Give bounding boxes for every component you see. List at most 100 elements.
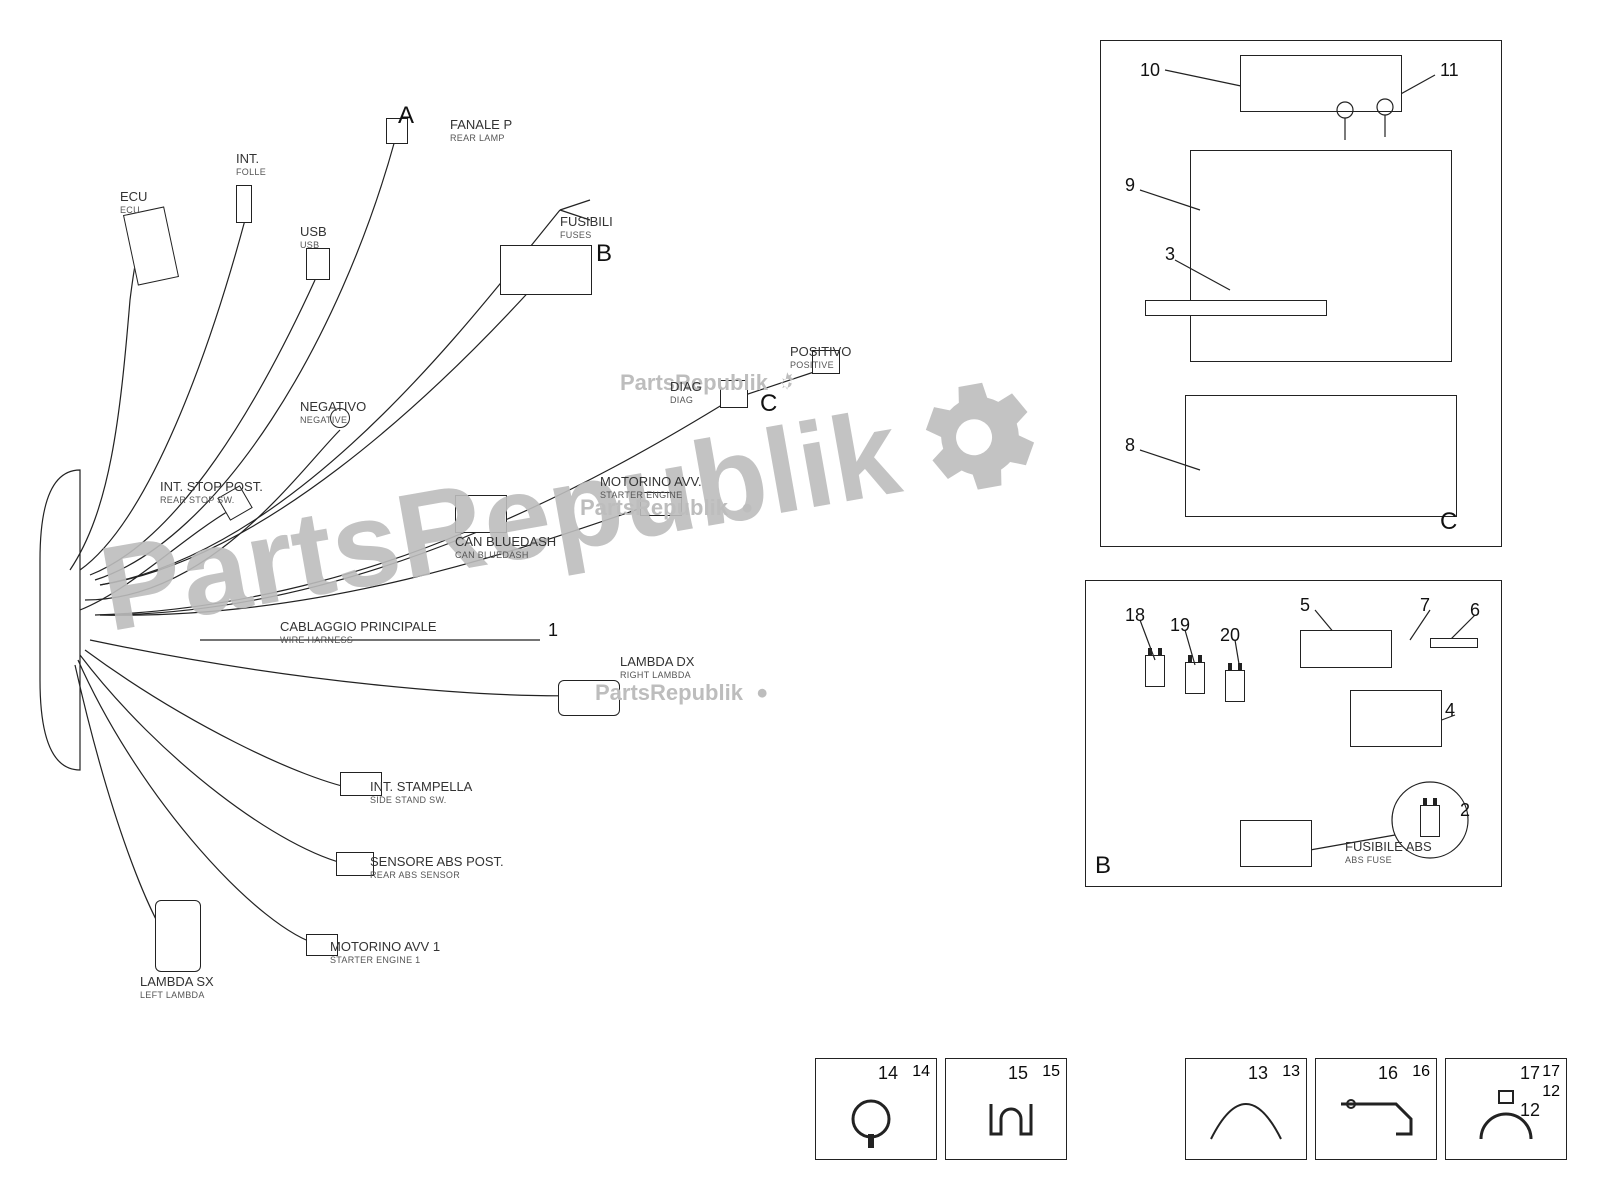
label-negativo-sub: NEGATIVE [300, 415, 366, 425]
label-int_stop: INT. STOP POST.REAR STOP SW. [160, 480, 270, 505]
sensore-abs-connector [336, 852, 374, 876]
callout-18: 18 [1125, 605, 1145, 626]
label-fusibile_abs-main: FUSIBILE ABS [1345, 839, 1432, 854]
screws-icon [1330, 95, 1430, 145]
fuse-20 [1225, 670, 1245, 702]
battery-tray [1185, 395, 1457, 517]
label-motorino_avv-main: MOTORINO AVV. [600, 474, 702, 489]
callout-9: 9 [1125, 175, 1135, 196]
label-fusibile_abs: FUSIBILE ABSABS FUSE [1345, 840, 1432, 865]
label-int_stop-sub: REAR STOP SW. [160, 495, 270, 505]
callout-8: 8 [1125, 435, 1135, 456]
watermark-small-3: PartsRepublik [595, 680, 775, 706]
fuse-bracket-5 [1300, 630, 1392, 668]
label-positivo-main: POSITIVO [790, 344, 851, 359]
thumb-13: 13 [1185, 1058, 1307, 1160]
label-positivo: POSITIVOPOSITIVE [790, 345, 851, 370]
lambda-sx-connector [155, 900, 201, 972]
screw-6 [1430, 638, 1478, 648]
callout-4: 4 [1445, 700, 1455, 721]
label-cablaggio-sub: WIRE HARNESS [280, 635, 437, 645]
label-can_bluedash-main: CAN BLUEDASH [455, 534, 556, 549]
ecu-connector [123, 206, 179, 285]
label-ecu: ECUECU [120, 190, 147, 215]
letter-b: B [596, 240, 612, 268]
callout-14: 14 [878, 1063, 898, 1084]
fuse-19 [1185, 662, 1205, 694]
diag-connector [720, 380, 748, 408]
callout-13: 13 [1248, 1063, 1268, 1084]
callout-10: 10 [1140, 60, 1160, 81]
callout-1: 1 [548, 620, 558, 641]
thumb-16-n: 16 [1412, 1063, 1430, 1081]
label-motorino_avv-sub: STARTER ENGINE [600, 490, 702, 500]
callout-5: 5 [1300, 595, 1310, 616]
callout-20: 20 [1220, 625, 1240, 646]
letter-c-diag: C [760, 390, 777, 418]
lambda-dx-connector [558, 680, 620, 716]
label-fanale_p-sub: REAR LAMP [450, 133, 512, 143]
letter-a: A [398, 102, 414, 130]
callout-16: 16 [1378, 1063, 1398, 1084]
callout-15: 15 [1008, 1063, 1028, 1084]
label-int_stampella: INT. STAMPELLASIDE STAND SW. [370, 780, 472, 805]
usb-connector [306, 248, 330, 280]
label-ecu-main: ECU [120, 189, 147, 204]
callout-12: 12 [1520, 1100, 1540, 1121]
label-lambda_dx-sub: RIGHT LAMBDA [620, 670, 694, 680]
callout-6: 6 [1470, 600, 1480, 621]
label-int_stampella-main: INT. STAMPELLA [370, 779, 472, 794]
label-fusibili: FUSIBILIFUSES [560, 215, 613, 240]
label-diag-sub: DIAG [670, 395, 702, 405]
label-lambda_sx: LAMBDA SXLEFT LAMBDA [140, 975, 214, 1000]
label-sensore_abs-main: SENSORE ABS POST. [370, 854, 504, 869]
battery-strap [1145, 300, 1327, 316]
label-fusibili-sub: FUSES [560, 230, 613, 240]
label-sensore_abs: SENSORE ABS POST.REAR ABS SENSOR [370, 855, 504, 880]
thumb-16: 16 [1315, 1058, 1437, 1160]
label-int_folle-sub: FOLLE [236, 167, 266, 177]
int-folle-connector [236, 185, 252, 223]
callout-19: 19 [1170, 615, 1190, 636]
label-lambda_dx-main: LAMBDA DX [620, 654, 694, 669]
thumb-14-n: 14 [912, 1063, 930, 1081]
label-diag-main: DIAG [670, 379, 702, 394]
can-bluedash-connector [455, 495, 507, 533]
label-motorino_avv1: MOTORINO AVV 1STARTER ENGINE 1 [330, 940, 440, 965]
callout-17: 17 [1520, 1063, 1540, 1084]
battery-body [1190, 150, 1452, 362]
label-fanale_p: FANALE PREAR LAMP [450, 118, 512, 143]
label-lambda_dx: LAMBDA DXRIGHT LAMBDA [620, 655, 694, 680]
label-int_folle: INT.FOLLE [236, 152, 266, 177]
callout-7: 7 [1420, 595, 1430, 616]
abs-fuse-holder [1240, 820, 1312, 867]
callout-11: 11 [1440, 60, 1459, 81]
label-usb: USBUSB [300, 225, 327, 250]
callout-2: 2 [1460, 800, 1470, 821]
label-negativo-main: NEGATIVO [300, 399, 366, 414]
label-cablaggio: CABLAGGIO PRINCIPALEWIRE HARNESS [280, 620, 437, 645]
label-cablaggio-main: CABLAGGIO PRINCIPALE [280, 619, 437, 634]
label-int_folle-main: INT. [236, 151, 259, 166]
fuse-2 [1420, 805, 1440, 837]
thumb-15: 15 [945, 1058, 1067, 1160]
label-positivo-sub: POSITIVE [790, 360, 851, 370]
letter-b-fuse: B [1095, 852, 1111, 880]
fuse-block-4 [1350, 690, 1442, 747]
label-fanale_p-main: FANALE P [450, 117, 512, 132]
fusibili-block [500, 245, 592, 295]
label-diag: DIAGDIAG [670, 380, 702, 405]
letter-c-batt: C [1440, 508, 1457, 536]
label-motorino_avv: MOTORINO AVV.STARTER ENGINE [600, 475, 702, 500]
label-fusibili-main: FUSIBILI [560, 214, 613, 229]
label-ecu-sub: ECU [120, 205, 147, 215]
label-can_bluedash: CAN BLUEDASHCAN BLUEDASH [455, 535, 556, 560]
thumb-17: 1712 [1445, 1058, 1567, 1160]
label-fusibile_abs-sub: ABS FUSE [1345, 855, 1432, 865]
label-motorino_avv1-sub: STARTER ENGINE 1 [330, 955, 440, 965]
thumb-14: 14 [815, 1058, 937, 1160]
thumb-12-n: 12 [1542, 1083, 1560, 1101]
label-can_bluedash-sub: CAN BLUEDASH [455, 550, 556, 560]
label-lambda_sx-main: LAMBDA SX [140, 974, 214, 989]
label-sensore_abs-sub: REAR ABS SENSOR [370, 870, 504, 880]
